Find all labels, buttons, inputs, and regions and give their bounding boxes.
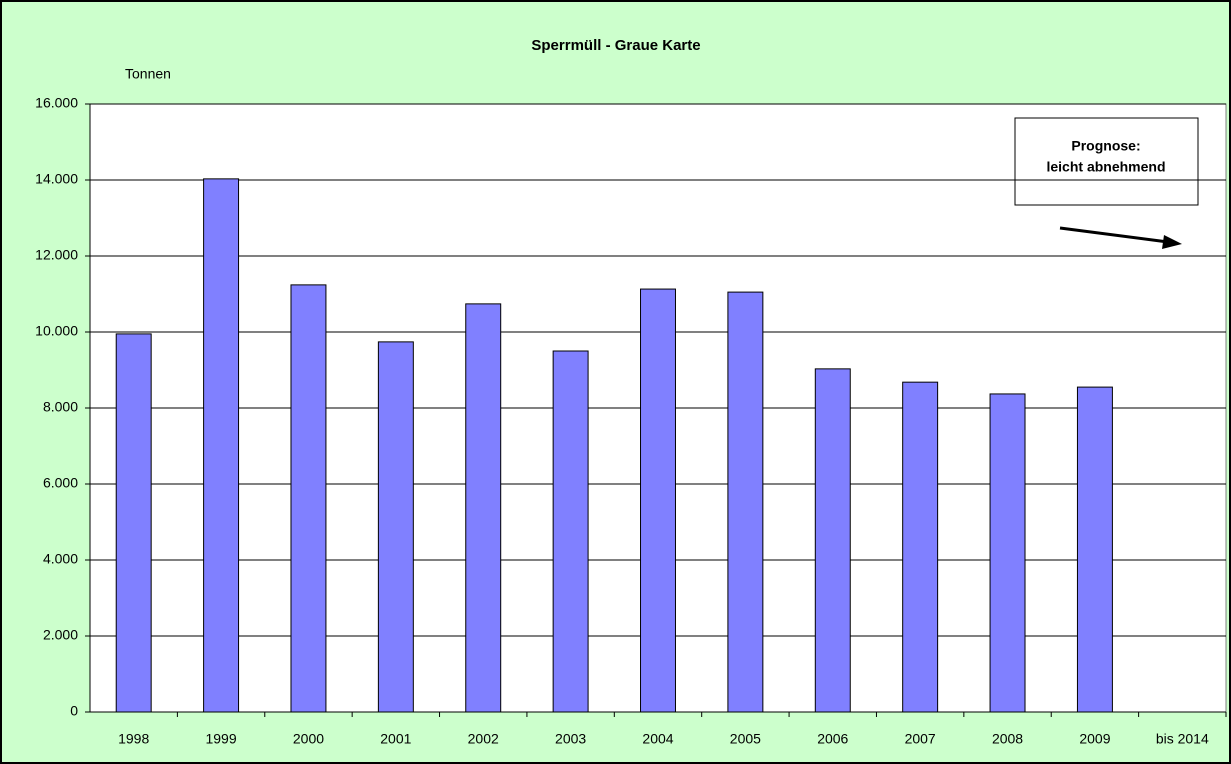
y-tick-label: 16.000 <box>35 95 78 111</box>
y-tick-label: 10.000 <box>35 323 78 339</box>
x-tick-label: 2001 <box>380 731 411 747</box>
y-tick-label: 4.000 <box>43 551 78 567</box>
chart-title: Sperrmüll - Graue Karte <box>531 37 700 54</box>
x-tick-label: 1999 <box>205 731 236 747</box>
bar <box>902 381 939 713</box>
bar <box>727 291 764 713</box>
x-tick-label: 2006 <box>817 731 848 747</box>
y-axis-label: Tonnen <box>125 66 171 82</box>
y-tick-label: 6.000 <box>43 475 78 491</box>
y-tick-label: 2.000 <box>43 627 78 643</box>
x-tick-label: 2008 <box>992 731 1023 747</box>
bar <box>115 333 152 713</box>
x-tick-label: 2002 <box>468 731 499 747</box>
y-tick-label: 12.000 <box>35 247 78 263</box>
bar <box>640 288 676 713</box>
y-tick-label: 14.000 <box>35 171 78 187</box>
y-tick-label: 0 <box>70 703 78 719</box>
bar <box>465 303 502 713</box>
x-tick-label: 2000 <box>293 731 324 747</box>
bar <box>1076 386 1113 713</box>
arrow-head <box>1162 235 1182 249</box>
x-tick-label: bis 2014 <box>1156 731 1209 747</box>
annotation-text: leicht abnehmend <box>1046 159 1165 175</box>
bar <box>203 178 240 713</box>
bar <box>814 368 851 713</box>
annotation-text: Prognose: <box>1071 138 1140 154</box>
annotation-box <box>1014 117 1199 206</box>
arrow <box>1059 226 1169 244</box>
y-tick-label: 8.000 <box>43 399 78 415</box>
x-tick-label: 2005 <box>730 731 761 747</box>
bar <box>989 393 1026 713</box>
bar <box>377 341 414 713</box>
x-tick-label: 2009 <box>1079 731 1110 747</box>
x-tick-label: 2007 <box>905 731 936 747</box>
bar <box>552 350 589 713</box>
x-tick-label: 2004 <box>642 731 673 747</box>
x-tick-label: 2003 <box>555 731 586 747</box>
x-tick-label: 1998 <box>118 731 149 747</box>
bar <box>290 284 327 713</box>
